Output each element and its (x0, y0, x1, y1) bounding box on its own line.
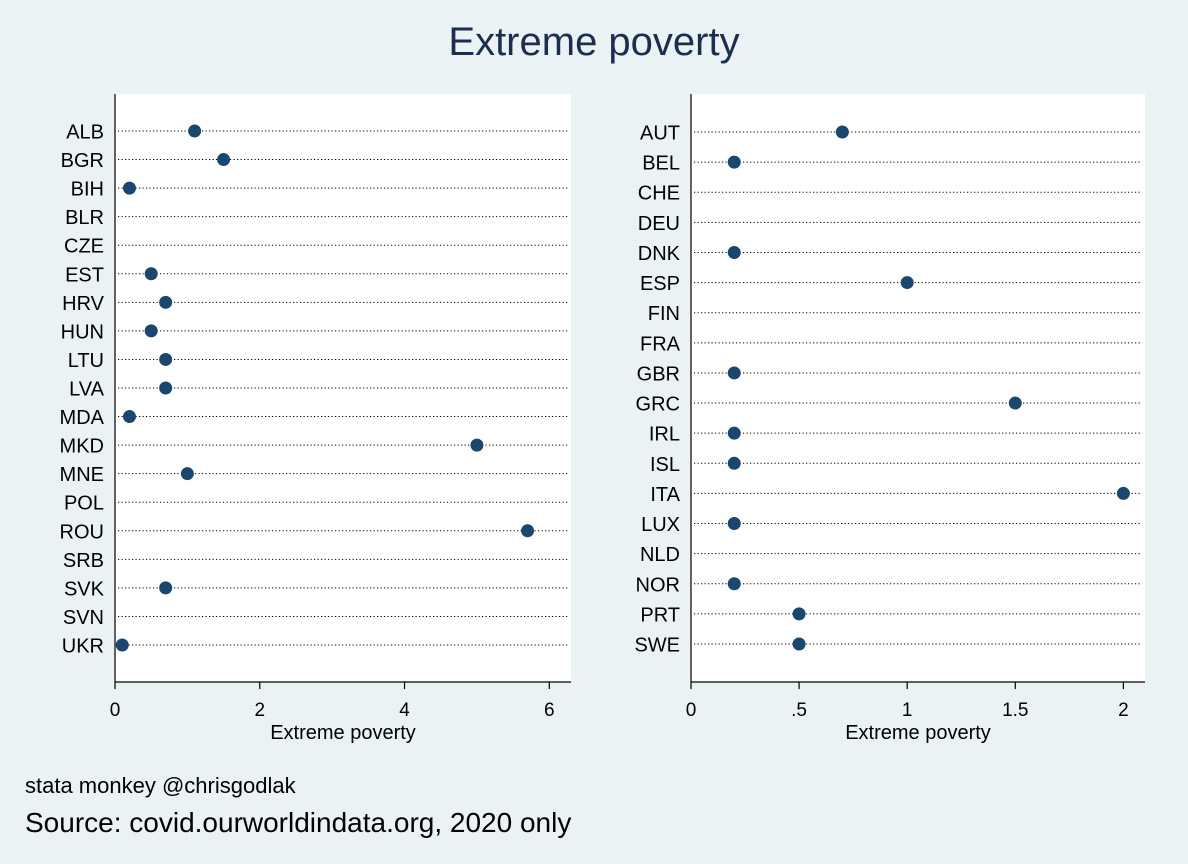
x-tick-label: 1.5 (1002, 700, 1028, 721)
category-label-srb: SRB (63, 550, 104, 572)
data-point-ukr (115, 638, 129, 652)
category-label-prt: PRT (640, 604, 680, 626)
data-point-alb (188, 124, 202, 138)
category-label-bih: BIH (71, 179, 104, 201)
category-label-ukr: UKR (62, 636, 104, 658)
category-label-alb: ALB (66, 122, 104, 144)
category-label-nor: NOR (636, 574, 680, 596)
category-label-gbr: GBR (637, 363, 680, 385)
data-point-hrv (159, 295, 173, 309)
data-point-ita (1116, 486, 1130, 500)
x-tick-label: 2 (254, 700, 265, 721)
category-label-che: CHE (638, 183, 680, 205)
category-label-dnk: DNK (638, 243, 681, 265)
data-point-grc (1008, 396, 1022, 410)
category-label-swe: SWE (634, 635, 680, 657)
chart-title: Extreme poverty (448, 20, 740, 64)
category-label-mkd: MKD (60, 436, 104, 458)
plot-area-2 (691, 94, 1145, 682)
category-label-ita: ITA (650, 484, 680, 506)
category-label-esp: ESP (640, 273, 680, 295)
category-label-hrv: HRV (62, 293, 105, 315)
data-point-lux (727, 517, 741, 531)
category-label-fra: FRA (640, 333, 681, 355)
data-point-nor (727, 577, 741, 591)
data-point-mkd (470, 438, 484, 452)
category-label-lux: LUX (641, 514, 680, 536)
credit-note: stata monkey @chrisgodlak (25, 773, 296, 798)
data-point-mda (122, 410, 136, 424)
data-point-lva (159, 381, 173, 395)
data-point-gbr (727, 366, 741, 380)
data-point-aut (835, 125, 849, 139)
category-label-ltu: LTU (68, 350, 104, 372)
data-point-bih (122, 181, 136, 195)
category-label-blr: BLR (65, 207, 104, 229)
category-label-lva: LVA (69, 379, 104, 401)
category-label-mne: MNE (60, 464, 104, 486)
data-point-esp (900, 276, 914, 290)
x-tick-label: 0 (110, 700, 121, 721)
data-point-bgr (217, 153, 231, 167)
category-label-svk: SVK (64, 578, 105, 600)
data-point-swe (792, 637, 806, 651)
category-label-irl: IRL (649, 424, 680, 446)
data-point-isl (727, 456, 741, 470)
category-label-cze: CZE (64, 236, 104, 258)
data-point-est (144, 267, 158, 281)
x-tick-label: 0 (686, 700, 697, 721)
data-point-dnk (727, 245, 741, 259)
category-label-hun: HUN (61, 321, 104, 343)
category-label-mda: MDA (60, 407, 105, 429)
data-point-bel (727, 155, 741, 169)
category-label-nld: NLD (640, 544, 680, 566)
data-point-mne (180, 467, 194, 481)
data-point-rou (521, 524, 535, 538)
data-point-hun (144, 324, 158, 338)
x-tick-label: .5 (791, 700, 807, 721)
category-label-fin: FIN (648, 303, 680, 325)
category-label-svn: SVN (63, 607, 104, 629)
data-point-svk (159, 581, 173, 595)
data-point-prt (792, 607, 806, 621)
x-tick-label: 1 (902, 700, 913, 721)
category-label-est: EST (65, 264, 104, 286)
x-axis-title: Extreme poverty (845, 722, 991, 744)
category-label-aut: AUT (640, 123, 680, 145)
category-label-deu: DEU (638, 213, 680, 235)
data-point-irl (727, 426, 741, 440)
x-tick-label: 2 (1118, 700, 1129, 721)
category-label-bgr: BGR (61, 150, 104, 172)
category-label-bel: BEL (642, 153, 680, 175)
category-label-isl: ISL (650, 454, 680, 476)
category-label-grc: GRC (636, 394, 680, 416)
data-point-ltu (159, 352, 173, 366)
x-tick-label: 6 (544, 700, 555, 721)
x-tick-label: 4 (399, 700, 410, 721)
x-axis-title: Extreme poverty (270, 722, 416, 744)
category-label-rou: ROU (60, 521, 104, 543)
source-note: Source: covid.ourworldindata.org, 2020 o… (25, 807, 572, 838)
category-label-pol: POL (64, 493, 104, 515)
